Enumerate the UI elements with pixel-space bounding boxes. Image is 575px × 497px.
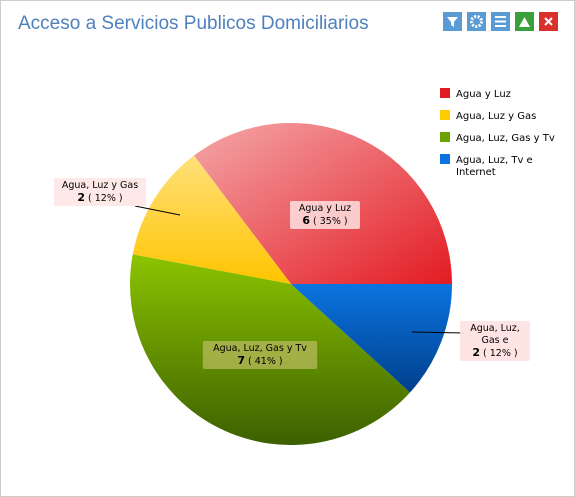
legend-label: Agua, Luz, Gas y Tv xyxy=(456,133,555,144)
legend-label: Agua y Luz xyxy=(456,89,511,100)
data-label-line: Agua, Luz, xyxy=(470,323,520,334)
data-label-bg xyxy=(202,341,318,369)
legend-label: Agua, Luz y Gas xyxy=(456,111,536,122)
chart-title: Acceso a Servicios Publicos Domiciliario… xyxy=(18,13,369,34)
legend-line: Agua, Luz, Tv e xyxy=(456,155,533,166)
data-label-bg xyxy=(54,178,146,206)
pie-slice xyxy=(291,284,452,393)
data-label: Agua, Luz y Gas xyxy=(62,180,138,191)
legend-swatch xyxy=(440,110,450,120)
data-label-value: 2( 12% ) xyxy=(77,191,122,204)
percent: ( 41% ) xyxy=(248,356,283,367)
legend: Agua y Luz Agua, Luz y Gas Agua, Luz, Gas … xyxy=(440,88,555,178)
legend-swatch xyxy=(440,88,450,98)
data-label: Agua y Luz xyxy=(299,203,351,214)
data-label-bg xyxy=(460,321,530,361)
legend-label: Agua, Luz, Tv e Internet xyxy=(456,155,533,178)
data-label-value: 7( 41% ) xyxy=(237,354,282,367)
data-label-bg xyxy=(290,201,360,229)
settings-button[interactable] xyxy=(467,12,486,31)
data-label: Agua, Luz, Gas e xyxy=(470,323,520,346)
data-label: Agua, Luz, Gas y Tv xyxy=(213,343,307,354)
value: 2 xyxy=(77,191,85,204)
leader-line xyxy=(134,205,181,216)
data-label-value: 2( 12% ) xyxy=(472,346,517,359)
percent: ( 12% ) xyxy=(483,348,518,359)
legend-swatch xyxy=(440,132,450,142)
legend-swatch xyxy=(440,154,450,164)
value: 6 xyxy=(302,214,310,227)
data-label-line: Gas e xyxy=(482,335,509,346)
leader-line xyxy=(411,331,465,334)
legend-line: Internet xyxy=(456,167,496,178)
data-label-value: 6( 35% ) xyxy=(302,214,347,227)
percent: ( 35% ) xyxy=(313,216,348,227)
value: 2 xyxy=(472,346,480,359)
toolbar xyxy=(443,12,558,31)
percent: ( 12% ) xyxy=(88,193,123,204)
pie-slice xyxy=(132,155,291,284)
value: 7 xyxy=(237,354,245,367)
